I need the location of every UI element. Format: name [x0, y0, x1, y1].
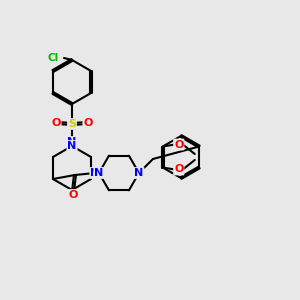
Text: Cl: Cl — [47, 53, 58, 63]
Text: N: N — [68, 141, 76, 151]
Text: N: N — [94, 168, 104, 178]
Text: O: O — [174, 140, 183, 149]
Text: S: S — [68, 119, 76, 129]
Text: O: O — [51, 118, 61, 128]
Text: O: O — [83, 118, 93, 128]
Text: O: O — [174, 164, 183, 175]
Text: N: N — [68, 137, 76, 147]
Text: N: N — [134, 168, 144, 178]
Text: N: N — [90, 168, 100, 178]
Text: O: O — [68, 190, 78, 200]
